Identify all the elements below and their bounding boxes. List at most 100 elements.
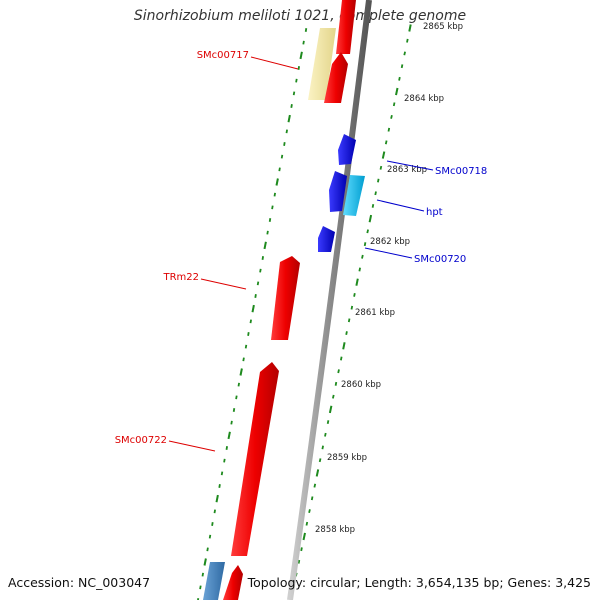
gene-label-smc00718[interactable]: SMc00718 [435, 166, 487, 177]
leader-line [168, 440, 216, 452]
major-tick [299, 51, 303, 60]
gene-feature-top-red[interactable] [336, 0, 356, 54]
minor-tick [392, 102, 396, 107]
minor-tick [377, 178, 380, 183]
minor-tick [400, 64, 404, 69]
minor-tick [285, 129, 288, 134]
minor-tick [278, 167, 281, 172]
minor-tick [340, 356, 343, 361]
gene-feature-smc00722[interactable] [231, 362, 279, 556]
minor-tick [374, 191, 377, 196]
minor-tick [403, 51, 406, 56]
scale-label: 2862 kbp [370, 237, 410, 247]
leader-line [364, 247, 413, 259]
minor-tick [406, 38, 409, 43]
minor-tick [213, 509, 216, 514]
minor-tick [371, 204, 375, 208]
gene-feature-bottom-red[interactable] [223, 565, 243, 600]
minor-tick [290, 104, 293, 108]
major-tick [227, 431, 231, 440]
gene-feature-trm22[interactable] [271, 256, 300, 340]
gene-features [203, 0, 365, 600]
genome-summary-text: Topology: circular; Length: 3,654,135 bp… [247, 575, 591, 590]
accession-text: Accession: NC_003047 [8, 575, 151, 590]
gene-label-trm22[interactable]: TRm22 [162, 272, 199, 283]
major-tick [215, 494, 219, 503]
scale-label: 2858 kbp [315, 525, 355, 535]
minor-tick [321, 445, 324, 450]
major-tick [395, 87, 399, 96]
minor-tick [350, 305, 354, 310]
major-tick [328, 405, 333, 414]
gene-label-smc00722[interactable]: SMc00722 [115, 435, 167, 446]
minor-tick [308, 509, 311, 514]
major-tick [342, 342, 346, 350]
minor-tick [261, 256, 264, 260]
scale-label: 2861 kbp [355, 308, 395, 318]
minor-tick [324, 432, 327, 437]
scale-labels: 2865 kbp 2864 kbp 2863 kbp 2862 kbp 2861… [315, 22, 463, 535]
minor-tick [254, 294, 257, 298]
leader-line [376, 199, 425, 212]
gene-feature-hpt[interactable] [343, 175, 365, 216]
minor-tick [384, 140, 388, 145]
minor-tick [398, 76, 401, 81]
minor-tick [220, 471, 224, 476]
minor-tick [295, 78, 298, 83]
major-tick [251, 304, 255, 313]
minor-tick [358, 267, 361, 272]
major-tick [408, 24, 412, 32]
minor-tick [345, 331, 348, 335]
minor-tick [249, 319, 252, 324]
gene-feature-blue-mid[interactable] [329, 171, 347, 212]
scale-label: 2864 kbp [404, 94, 444, 104]
gene-feature-bottom-steel[interactable] [203, 562, 225, 600]
minor-tick [353, 293, 356, 297]
gene-feature-smc00717-upper[interactable] [308, 28, 336, 100]
minor-tick [244, 344, 248, 349]
minor-tick [332, 394, 335, 399]
minor-tick [218, 484, 221, 488]
minor-tick [366, 229, 369, 234]
minor-tick [199, 585, 202, 590]
gene-feature-red-arrow[interactable] [324, 52, 348, 103]
minor-tick [337, 369, 340, 374]
gene-label-hpt[interactable]: hpt [426, 207, 443, 218]
genome-backbone [287, 0, 372, 600]
minor-tick [313, 483, 317, 488]
minor-tick [326, 420, 330, 424]
minor-tick [223, 458, 226, 463]
minor-tick [237, 382, 240, 387]
major-tick [275, 178, 279, 186]
major-tick [315, 469, 320, 477]
minor-tick [304, 28, 308, 32]
gene-feature-smc00718[interactable] [338, 134, 356, 165]
leader-line [386, 160, 434, 171]
scale-label: 2860 kbp [341, 380, 381, 390]
gene-label-smc00720[interactable]: SMc00720 [414, 254, 466, 265]
minor-tick [310, 496, 314, 501]
minor-tick [256, 281, 260, 286]
major-tick [203, 558, 207, 566]
major-tick [287, 114, 291, 123]
inner-tick-track [197, 28, 308, 600]
gene-feature-smc00720[interactable] [318, 226, 335, 252]
map-title: Sinorhizobium meliloti 1021, complete ge… [133, 8, 467, 24]
minor-tick [208, 534, 212, 539]
minor-tick [347, 318, 351, 323]
minor-tick [387, 127, 391, 132]
minor-tick [197, 598, 200, 600]
minor-tick [361, 254, 364, 259]
gene-label-smc00717[interactable]: SMc00717 [197, 50, 249, 61]
minor-tick [201, 572, 204, 577]
minor-tick [283, 142, 286, 146]
minor-tick [242, 357, 245, 362]
minor-tick [266, 230, 269, 235]
minor-tick [211, 522, 214, 526]
minor-tick [363, 242, 367, 247]
minor-tick [273, 192, 276, 197]
minor-tick [305, 521, 309, 526]
minor-tick [235, 395, 238, 400]
major-tick [302, 532, 306, 541]
scale-label: 2865 kbp [423, 22, 463, 32]
